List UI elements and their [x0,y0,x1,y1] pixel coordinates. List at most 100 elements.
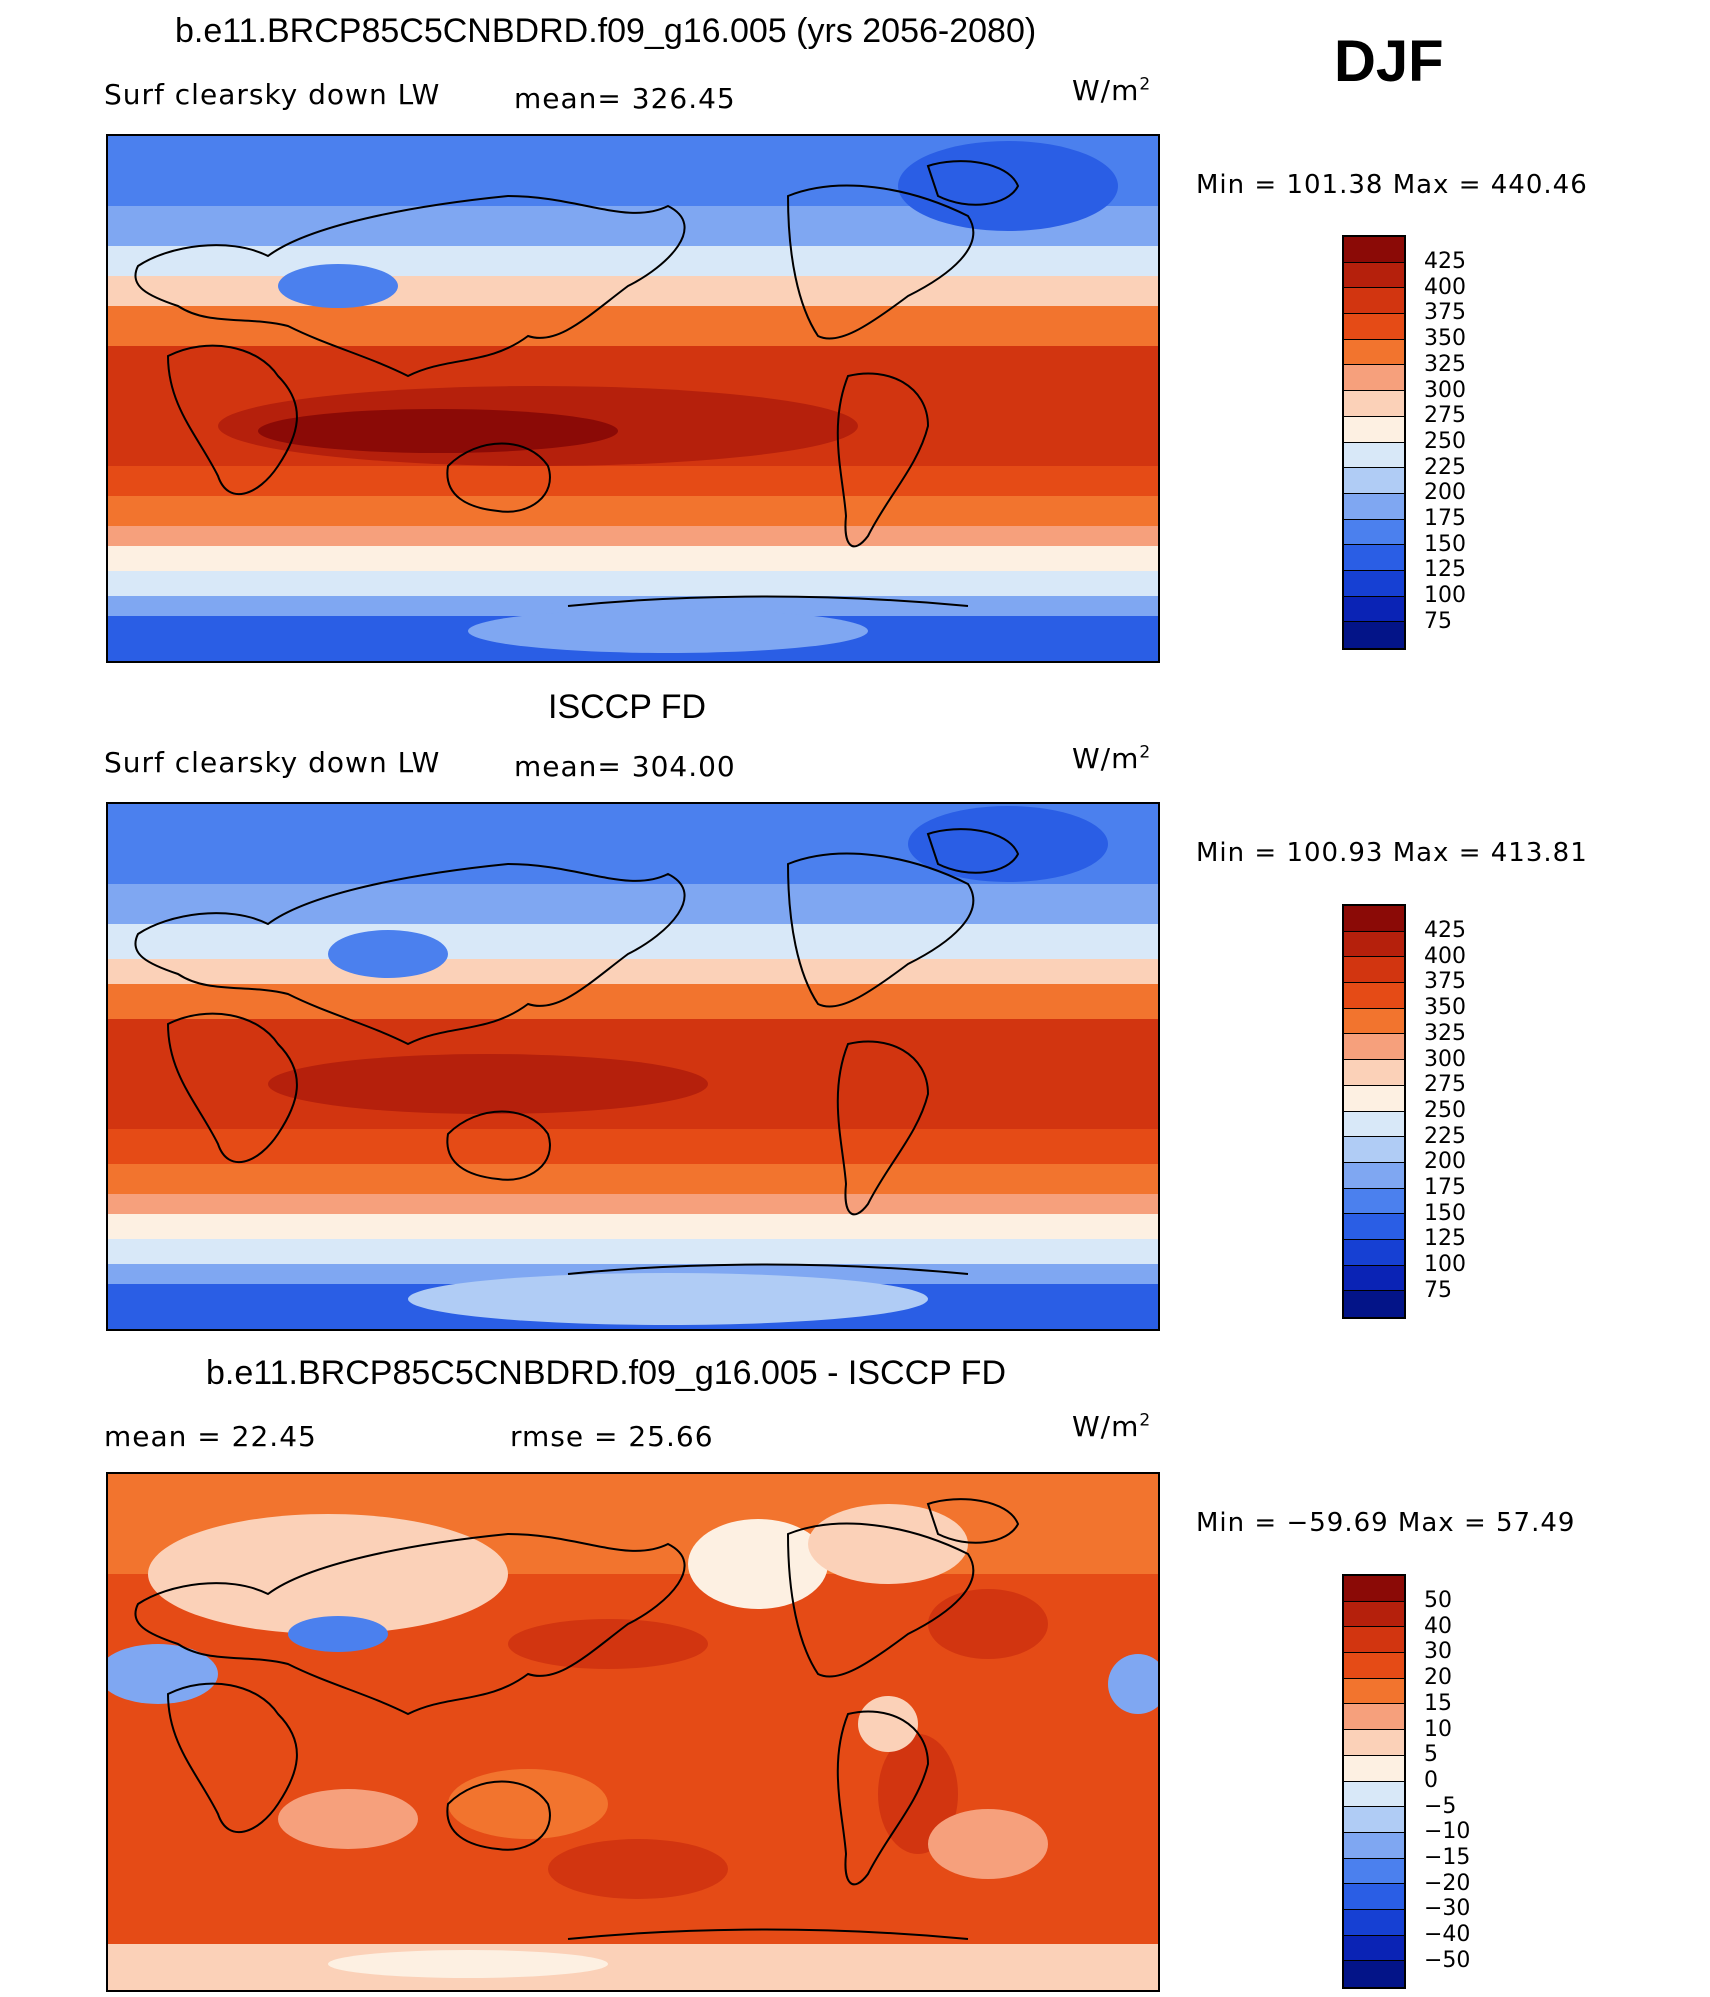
colorbar-swatch [1344,1060,1404,1086]
colorbar-swatch [1344,519,1404,546]
colorbar-tick-label: 250 [1424,428,1466,454]
colorbar-tick-label: 175 [1424,1175,1466,1200]
colorbar-tick-label: 400 [1424,943,1466,969]
colorbar-swatch [1344,339,1404,366]
colorbar-tick-label: −40 [1424,1922,1471,1948]
colorbar-tick-label: −20 [1424,1870,1471,1896]
colorbar-swatch [1344,237,1404,263]
panel2-colorbar [1342,904,1406,1319]
colorbar-swatch [1344,1781,1404,1808]
colorbar-swatch [1344,493,1404,520]
colorbar-tick-label: 225 [1424,1123,1466,1149]
panel2-map [106,802,1160,1331]
panel2-minmax: Min = 100.93 Max = 413.81 [1196,838,1588,868]
panel3-map [106,1472,1160,1992]
colorbar-tick-label: 75 [1424,1277,1452,1303]
colorbar-swatch [1344,596,1404,623]
colorbar-tick-label: 300 [1424,1046,1466,1072]
colorbar-swatch [1344,468,1404,494]
colorbar-tick-label: 200 [1424,1149,1466,1175]
colorbar-swatch [1344,622,1404,648]
colorbar-swatch [1344,391,1404,417]
colorbar-tick-label: 425 [1424,918,1466,943]
colorbar-tick-label: 250 [1424,1097,1466,1123]
colorbar-swatch [1344,442,1404,469]
colorbar-tick-label: 75 [1424,608,1452,634]
colorbar-tick-label: 150 [1424,1200,1466,1226]
colorbar-swatch [1344,1111,1404,1138]
colorbar-tick-label: 10 [1424,1716,1452,1742]
colorbar-swatch [1344,957,1404,984]
panel3-title: b.e11.BRCP85C5CNBDRD.f09_g16.005 - ISCCP… [206,1354,1006,1392]
panel3-mean-label: mean = 22.45 [104,1420,317,1453]
colorbar-swatch [1344,1832,1404,1859]
colorbar-swatch [1344,288,1404,315]
colorbar-tick-label: 375 [1424,300,1466,326]
panel1-colorbar [1342,235,1406,650]
panel1-mean-label: mean= 326.45 [514,82,736,115]
colorbar-swatch [1344,545,1404,571]
colorbar-swatch [1344,1265,1404,1292]
colorbar-swatch [1344,1239,1404,1266]
colorbar-swatch [1344,1576,1404,1602]
colorbar-tick-label: 425 [1424,249,1466,274]
colorbar-tick-label: 15 [1424,1690,1452,1716]
colorbar-tick-label: −30 [1424,1896,1471,1922]
panel1-variable-label: Surf clearsky down LW [104,78,441,111]
colorbar-tick-label: 150 [1424,531,1466,557]
colorbar-swatch [1344,1085,1404,1112]
colorbar-swatch [1344,1627,1404,1654]
panel3-minmax: Min = −59.69 Max = 57.49 [1196,1508,1576,1538]
colorbar-tick-label: 125 [1424,557,1466,583]
colorbar-tick-label: 125 [1424,1226,1466,1252]
colorbar-tick-label: 400 [1424,274,1466,300]
colorbar-swatch [1344,1961,1404,1987]
colorbar-swatch [1344,1730,1404,1756]
colorbar-tick-label: 40 [1424,1613,1452,1639]
colorbar-swatch [1344,1162,1404,1189]
colorbar-swatch [1344,931,1404,958]
colorbar-tick-label: 50 [1424,1588,1452,1613]
colorbar-swatch [1344,1034,1404,1061]
colorbar-swatch [1344,365,1404,392]
colorbar-tick-label: 350 [1424,326,1466,352]
colorbar-tick-label: 200 [1424,480,1466,506]
colorbar-tick-label: 30 [1424,1639,1452,1665]
colorbar-swatch [1344,1601,1404,1628]
colorbar-tick-label: 5 [1424,1742,1438,1768]
colorbar-swatch [1344,1884,1404,1910]
colorbar-tick-label: −15 [1424,1845,1471,1870]
panel3-rmse-label: rmse = 25.66 [510,1420,714,1453]
colorbar-tick-label: 20 [1424,1665,1452,1691]
colorbar-swatch [1344,1653,1404,1679]
panel2-units-label: W/m2 [1072,742,1152,775]
colorbar-tick-label: 225 [1424,454,1466,480]
season-label: DJF [1334,29,1444,94]
panel3-units-label: W/m2 [1072,1410,1152,1443]
panel1-map [106,134,1160,663]
colorbar-swatch [1344,1935,1404,1962]
colorbar-swatch [1344,1137,1404,1163]
colorbar-tick-label: −10 [1424,1819,1471,1845]
colorbar-swatch [1344,1755,1404,1782]
colorbar-tick-label: 325 [1424,351,1466,377]
panel2-title: ISCCP FD [548,688,707,726]
colorbar-tick-label: −50 [1424,1947,1471,1973]
panel1-units-label: W/m2 [1072,74,1152,107]
colorbar-swatch [1344,1291,1404,1317]
colorbar-swatch [1344,262,1404,289]
panel2-mean-label: mean= 304.00 [514,750,736,783]
colorbar-swatch [1344,1188,1404,1215]
colorbar-swatch [1344,1214,1404,1240]
colorbar-tick-label: 350 [1424,995,1466,1021]
colorbar-tick-label: 175 [1424,506,1466,531]
colorbar-tick-label: 100 [1424,583,1466,609]
colorbar-swatch [1344,1807,1404,1833]
panel3-colorbar [1342,1574,1406,1989]
colorbar-swatch [1344,1008,1404,1035]
colorbar-swatch [1344,314,1404,340]
panel1-minmax: Min = 101.38 Max = 440.46 [1196,170,1588,200]
colorbar-swatch [1344,1909,1404,1936]
colorbar-tick-label: 375 [1424,969,1466,995]
colorbar-tick-label: −5 [1424,1793,1457,1819]
